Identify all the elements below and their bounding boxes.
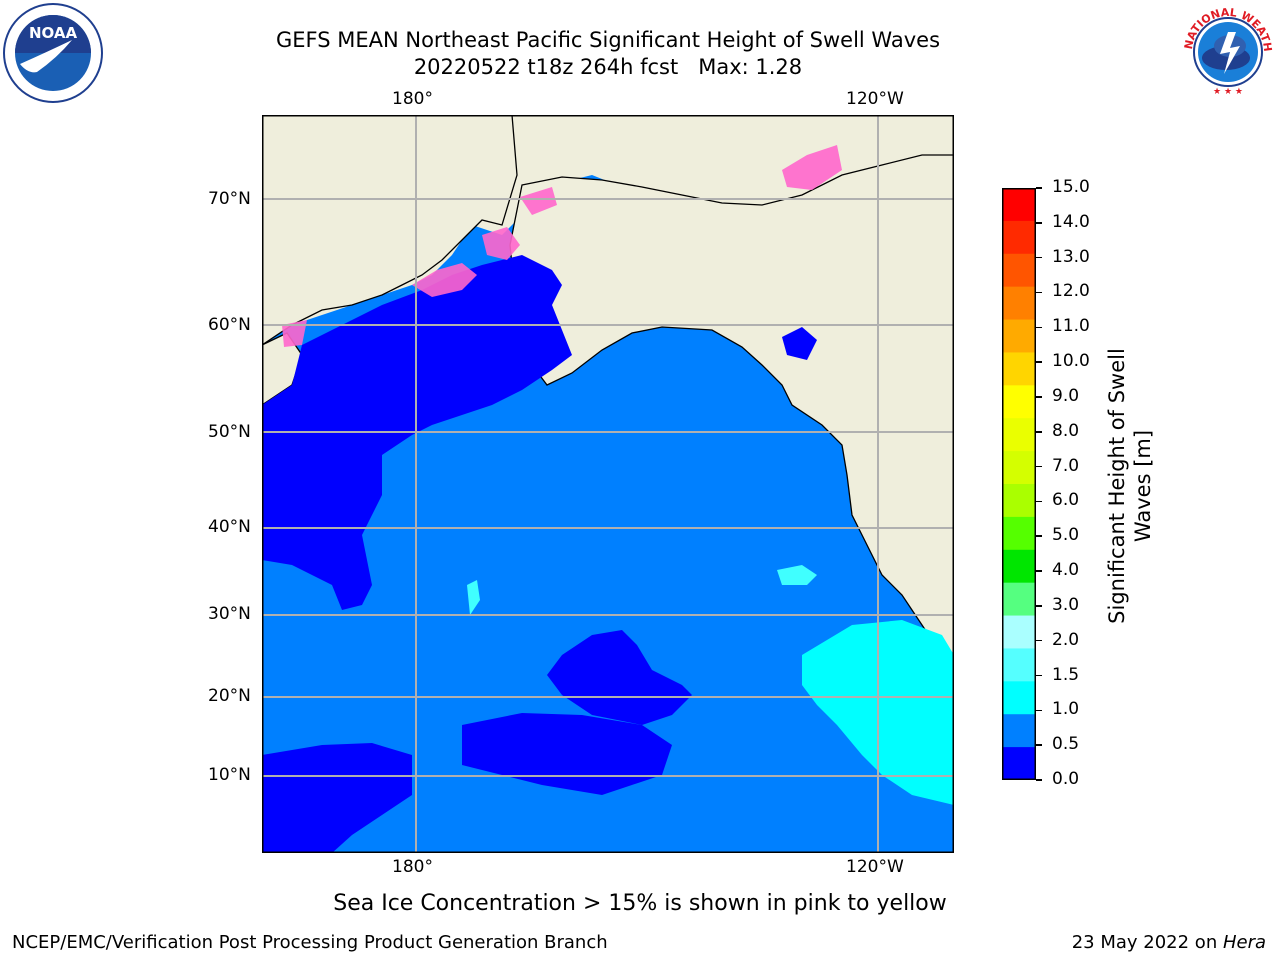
colorbar-tick-mark — [1036, 605, 1042, 607]
colorbar-segment — [1002, 615, 1036, 649]
colorbar-tick-label: 8.0 — [1052, 420, 1080, 441]
colorbar-tick-label: 0.0 — [1052, 769, 1080, 789]
colorbar-label-line1: Significant Height of Swell — [1105, 348, 1129, 624]
colorbar-segment — [1002, 286, 1036, 321]
colorbar-segment — [1002, 352, 1036, 386]
colorbar-tick-mark — [1036, 744, 1042, 746]
colorbar-tick-label: 13.0 — [1052, 246, 1090, 267]
colorbar-segment — [1002, 747, 1036, 780]
colorbar-tick-label: 9.0 — [1052, 385, 1080, 406]
national-weather-service-logo: NATIONAL WEATHER SERVICE ★ ★ ★ — [1178, 2, 1276, 100]
colorbar-tick-label: 0.5 — [1052, 734, 1080, 755]
colorbar-tick-mark — [1036, 570, 1042, 572]
lat-label-60n: 60°N — [208, 315, 251, 335]
chart-subtitle: 20220522 t18z 264h fcst Max: 1.28 — [413, 55, 803, 79]
noaa-logo: NOAA — [3, 3, 103, 103]
svg-text:NOAA: NOAA — [29, 24, 78, 42]
colorbar-segment — [1002, 418, 1036, 452]
colorbar-tick-mark — [1036, 431, 1042, 433]
colorbar-tick-mark — [1036, 256, 1042, 259]
swell-0-0.5-hawaii — [547, 630, 692, 725]
colorbar-tick-label: 3.0 — [1052, 594, 1080, 615]
lat-label-30n: 30°N — [208, 604, 251, 624]
colorbar-tick-label: 6.0 — [1052, 490, 1080, 511]
lon-label-top-120w: 120°W — [846, 89, 904, 109]
colorbar-tick-label: 12.0 — [1052, 281, 1090, 302]
colorbar-tick-mark — [1036, 639, 1042, 642]
footer-date: 23 May 2022 on Hera — [1072, 932, 1266, 953]
colorbar-tick-label: 7.0 — [1052, 455, 1080, 476]
svg-text:★ ★ ★: ★ ★ ★ — [1213, 87, 1243, 97]
colorbar-label-line2: Waves [m] — [1131, 429, 1155, 543]
colorbar-segment — [1002, 484, 1036, 518]
colorbar-tick-mark — [1036, 291, 1042, 294]
sea-ice — [412, 263, 477, 297]
colorbar-segment — [1002, 319, 1036, 353]
lon-label-top-180: 180° — [392, 89, 433, 109]
footer-credit: NCEP/EMC/Verification Post Processing Pr… — [12, 932, 608, 953]
colorbar-tick-mark — [1036, 465, 1042, 468]
colorbar-tick-label: 11.0 — [1052, 316, 1090, 337]
colorbar — [1002, 188, 1036, 780]
colorbar-segment — [1002, 549, 1036, 584]
colorbar-segment — [1002, 253, 1036, 288]
colorbar-tick-mark — [1036, 396, 1042, 398]
chart-title: GEFS MEAN Northeast Pacific Significant … — [275, 28, 941, 52]
graticule — [262, 115, 954, 853]
lon-label-bottom-120w: 120°W — [846, 857, 904, 877]
colorbar-segment — [1002, 714, 1036, 748]
lon-label-bottom-180: 180° — [392, 857, 433, 877]
lat-label-50n: 50°N — [208, 422, 251, 442]
colorbar-segment — [1002, 582, 1036, 617]
lat-label-10n: 10°N — [208, 765, 251, 785]
colorbar-segment — [1002, 385, 1036, 419]
lat-label-20n: 20°N — [208, 686, 251, 706]
colorbar-tick-mark — [1036, 187, 1042, 189]
colorbar-tick-mark — [1036, 779, 1042, 781]
sea-ice-note: Sea Ice Concentration > 15% is shown in … — [333, 891, 947, 916]
colorbar-tick-mark — [1036, 326, 1042, 329]
colorbar-tick-mark — [1036, 674, 1042, 677]
lat-label-70n: 70°N — [208, 189, 251, 209]
colorbar-tick-label: 1.5 — [1052, 664, 1080, 685]
swell-map — [262, 115, 954, 853]
colorbar-tick-mark — [1036, 222, 1042, 224]
colorbar-tick-label: 15.0 — [1052, 177, 1090, 197]
colorbar-tick-mark — [1036, 709, 1042, 712]
footer-host: Hera — [1222, 932, 1266, 953]
colorbar-tick-label: 2.0 — [1052, 629, 1080, 650]
colorbar-segment — [1002, 516, 1036, 551]
colorbar-tick-label: 5.0 — [1052, 525, 1080, 546]
colorbar-tick-mark — [1036, 361, 1042, 363]
colorbar-label: Significant Height of Swell Waves [m] — [1104, 316, 1156, 656]
colorbar-tick-label: 10.0 — [1052, 351, 1090, 372]
colorbar-segment — [1002, 681, 1036, 715]
colorbar-tick-label: 4.0 — [1052, 560, 1080, 581]
colorbar-segment — [1002, 451, 1036, 485]
colorbar-segment — [1002, 220, 1036, 255]
colorbar-segment — [1002, 188, 1036, 222]
colorbar-tick-label: 14.0 — [1052, 211, 1090, 232]
lat-label-40n: 40°N — [208, 517, 251, 537]
colorbar-tick-mark — [1036, 535, 1042, 537]
colorbar-tick-mark — [1036, 500, 1042, 503]
colorbar-segment — [1002, 648, 1036, 682]
colorbar-tick-label: 1.0 — [1052, 699, 1080, 720]
footer-date-text: 23 May 2022 on — [1071, 932, 1223, 953]
